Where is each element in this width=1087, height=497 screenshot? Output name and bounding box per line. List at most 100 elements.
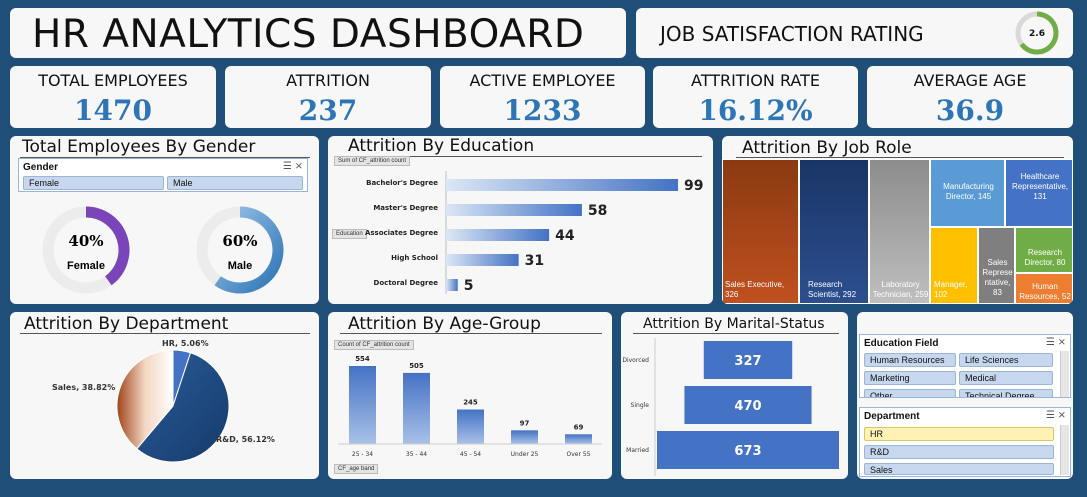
clear-filter-icon[interactable]: ☰ ⨯ — [1045, 410, 1066, 421]
bar[interactable] — [403, 372, 430, 444]
bar[interactable] — [446, 254, 519, 266]
education-field-option[interactable]: Medical — [959, 371, 1053, 385]
tile-research-director[interactable]: Research Director, 80 — [1015, 227, 1073, 273]
tile-label: Sales Executive, 326 — [725, 280, 785, 299]
axis-field-button[interactable]: CF_age band — [334, 464, 379, 474]
tile-manager[interactable]: Manager, 102 — [930, 227, 978, 304]
pie-slice[interactable] — [136, 352, 230, 463]
agegroup-bar-chart: 554 25 - 34 505 35 - 44 245 45 - 54 97 Under 25… — [338, 355, 602, 458]
education-field-option[interactable]: Life Sciences — [959, 353, 1053, 367]
agegroup-panel: Attrition By Age-Group Count of CF_attri… — [328, 312, 612, 479]
bar[interactable] — [446, 279, 458, 291]
kpi-value: 237 — [298, 94, 358, 127]
kpi-attrition-rate: ATTRITION RATE 16.12% — [653, 66, 858, 128]
category-label: High School — [391, 254, 438, 262]
category-label: Single — [631, 402, 650, 409]
job-satisfaction-gauge: 2.6 — [1015, 11, 1059, 55]
bar[interactable] — [565, 434, 592, 444]
tile-label: Research — [808, 280, 843, 289]
kpi-label: AVERAGE AGE — [913, 71, 1027, 90]
gender-panel: Total Employees By Gender Gender ☰ ⨯ Fem… — [10, 136, 319, 304]
tile-label: Manufacturing — [943, 182, 994, 191]
data-label: 5 — [464, 278, 474, 294]
department-pie-chart: R&D, 56.12% Sales, 38.82% HR, 5.06% — [52, 339, 275, 463]
tile-label: Research — [1027, 248, 1063, 257]
jobrole-title: Attrition By Job Role — [742, 138, 912, 158]
bar[interactable] — [446, 179, 678, 191]
female-donut — [42, 206, 130, 294]
kpi-average-age: AVERAGE AGE 36.9 — [867, 66, 1073, 128]
category-label: Divorced — [622, 357, 649, 364]
marital-title: Attrition By Marital-Status — [643, 316, 825, 332]
gender-option-male[interactable]: Male — [167, 176, 303, 190]
slicer-scrollbar[interactable] — [1060, 351, 1069, 397]
bar[interactable] — [446, 204, 582, 216]
slice-label: Sales, 38.82% — [52, 383, 115, 392]
funnel-bar[interactable] — [657, 431, 839, 469]
title-rule — [736, 157, 1064, 158]
kpi-value: 16.12% — [698, 94, 813, 127]
slicer-scrollbar[interactable] — [1060, 425, 1069, 475]
slice-label: R&D, 56.12% — [216, 435, 275, 444]
slicers-panel: Education Field ☰ ⨯ Human Resources Life… — [857, 312, 1073, 479]
tile-label: Represe — [982, 268, 1013, 277]
tile-research-scientist[interactable]: Research Scientist, 292 — [799, 159, 869, 304]
jobrole-treemap: Sales Executive, 326 Research Scientist, … — [722, 159, 1073, 304]
data-label: 69 — [574, 423, 584, 431]
category-label: Married — [626, 447, 649, 454]
field-button[interactable]: Sum of CF_attrition count — [334, 156, 411, 166]
tile-label: Laboratory — [881, 280, 920, 289]
clear-filter-icon[interactable]: ☰ ⨯ — [1045, 337, 1066, 348]
department-option-rd[interactable]: R&D — [864, 445, 1054, 459]
category-label: 45 - 54 — [460, 451, 481, 458]
education-field-option[interactable]: Technical Degree — [959, 389, 1053, 398]
data-label: 58 — [588, 203, 607, 219]
bar[interactable] — [457, 409, 484, 444]
field-button[interactable]: Count of CF_attrition count — [334, 340, 414, 350]
axis-field-button[interactable]: Education — [332, 229, 367, 239]
category-label: Associates Degree — [365, 229, 438, 237]
tile-label: Resources, 52 — [1019, 292, 1071, 301]
funnel-bar[interactable] — [703, 341, 793, 379]
bar[interactable] — [511, 430, 538, 444]
data-label: 470 — [734, 399, 761, 414]
bar[interactable] — [446, 229, 550, 241]
data-label: 327 — [734, 354, 761, 369]
department-option-hr[interactable]: HR — [864, 427, 1054, 441]
marital-panel: Attrition By Marital-Status 327 Divorced 4… — [621, 312, 848, 479]
data-label: 673 — [734, 444, 761, 459]
tile-human-resources[interactable]: Human Resources, 52 — [1015, 273, 1073, 304]
tile-laboratory-technician[interactable]: Laboratory Technician, 259 — [869, 159, 930, 304]
kpi-value: 36.9 — [935, 94, 1005, 127]
education-field-option[interactable]: Other — [864, 389, 956, 398]
funnel-bar[interactable] — [684, 386, 812, 424]
tile-label: 83 — [993, 288, 1002, 297]
clear-filter-icon[interactable]: ☰ ⨯ — [282, 161, 303, 172]
tile-manufacturing-director[interactable]: Manufacturing Director, 145 — [930, 159, 1005, 227]
tile-sales-executive[interactable]: Sales Executive, 326 — [722, 159, 799, 304]
tile-label: Healthcare — [1020, 172, 1060, 181]
bar[interactable] — [349, 366, 376, 444]
data-label: 554 — [355, 355, 370, 363]
tile-sales-representative[interactable]: Sales Represe ntative, 83 — [978, 227, 1015, 304]
title-rule — [20, 157, 310, 158]
tile-label: Representative, — [1011, 182, 1069, 191]
title-rule — [340, 333, 602, 334]
education-field-option[interactable]: Human Resources — [864, 353, 956, 367]
kpi-value: 1470 — [74, 94, 152, 127]
department-option-sales[interactable]: Sales — [864, 463, 1054, 475]
kpi-label: ATTRITION — [286, 71, 370, 90]
male-percent: 60% — [222, 232, 258, 250]
female-percent: 40% — [68, 232, 104, 250]
education-field-option[interactable]: Marketing — [864, 371, 956, 385]
tile-healthcare-representative[interactable]: Healthcare Representative, 131 — [1005, 159, 1073, 227]
gender-option-female[interactable]: Female — [23, 176, 164, 190]
data-label: 97 — [520, 419, 530, 427]
kpi-active-employee: ACTIVE EMPLOYEE 1233 — [440, 66, 645, 128]
tile-label: ntative, — [984, 278, 1011, 287]
category-label: Master's Degree — [373, 204, 438, 212]
category-label: Bachelor's Degree — [366, 179, 438, 187]
department-title: Attrition By Department — [24, 314, 229, 334]
pie-slice[interactable] — [116, 349, 174, 450]
department-slicer: Department ☰ ⨯ HR R&D Sales — [859, 407, 1071, 477]
